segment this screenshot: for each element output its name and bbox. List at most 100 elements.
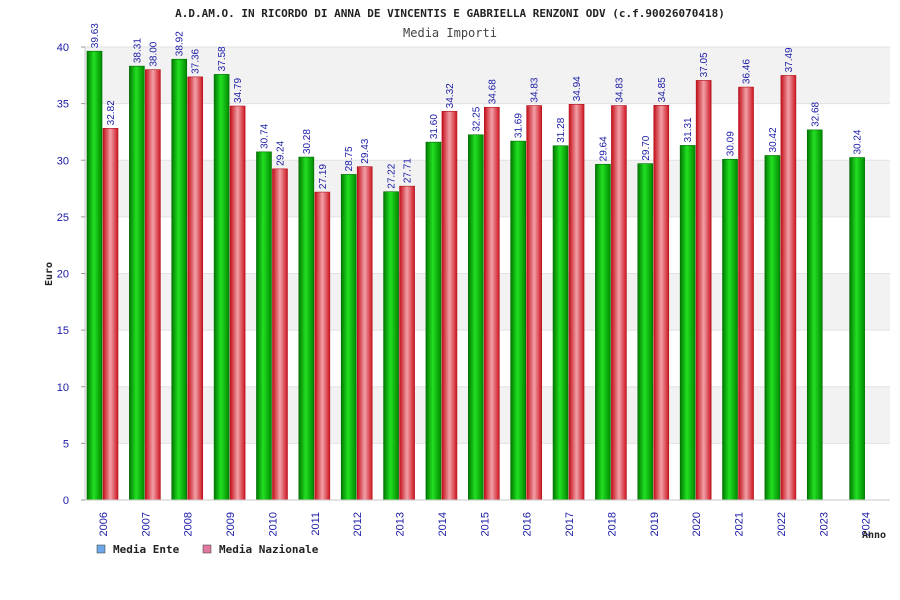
bar-media-nazionale-2008 [187, 76, 204, 501]
value-label-media-nazionale-2009: 34.79 [233, 78, 244, 103]
y-axis-label: Euro [44, 262, 55, 286]
bar-media-nazionale-2015 [484, 106, 500, 501]
x-tick-label-2013: 2013 [395, 512, 407, 536]
bar-media-ente-2014 [425, 141, 442, 501]
value-label-media-ente-2018: 29.64 [598, 136, 609, 161]
bar-media-nazionale-2012 [356, 166, 373, 501]
bar-media-ente-2022 [764, 155, 781, 501]
x-tick-label-2021: 2021 [734, 512, 746, 536]
x-tick-label-2024: 2024 [861, 512, 873, 536]
value-label-media-nazionale-2022: 37.49 [784, 47, 795, 72]
value-label-media-nazionale-2013: 27.71 [403, 158, 414, 183]
y-tick-label: 35 [57, 99, 69, 111]
bar-media-nazionale-2016 [526, 105, 542, 501]
value-label-media-nazionale-2015: 34.68 [487, 79, 498, 104]
bar-media-ente-2006 [86, 50, 103, 501]
y-ticks: 0 5 10 15 20 25 30 35 40 [57, 42, 85, 507]
bar-media-ente-2017 [552, 145, 569, 501]
legend-label-media-nazionale: Media Nazionale [219, 543, 319, 556]
y-tick-label: 0 [63, 495, 69, 507]
x-tick-label-2023: 2023 [818, 512, 830, 536]
value-label-media-nazionale-2006: 32.82 [106, 100, 117, 125]
bar-media-ente-2021 [722, 158, 738, 501]
x-tick-label-2017: 2017 [564, 512, 576, 536]
value-label-media-nazionale-2014: 34.32 [445, 83, 456, 108]
legend-swatch-media-nazionale [202, 544, 212, 554]
x-tick-label-2014: 2014 [437, 512, 449, 536]
legend-swatch-media-ente [96, 544, 106, 554]
bar-media-nazionale-2006 [102, 128, 119, 501]
x-tick-label-2006: 2006 [98, 512, 110, 536]
y-tick-label: 15 [57, 325, 69, 337]
value-label-media-nazionale-2021: 36.46 [742, 59, 753, 84]
bar-media-ente-2007 [129, 65, 145, 501]
x-tick-label-2016: 2016 [522, 512, 534, 536]
bar-media-nazionale-2017 [568, 104, 585, 501]
value-label-media-ente-2010: 30.74 [259, 123, 270, 148]
x-tick-label-2015: 2015 [479, 512, 491, 536]
value-label-media-nazionale-2020: 37.05 [699, 52, 710, 77]
bar-media-ente-2020 [679, 145, 696, 501]
value-label-media-ente-2019: 29.70 [641, 135, 652, 160]
y-tick-label: 25 [57, 212, 69, 224]
bar-media-nazionale-2007 [145, 69, 161, 501]
value-label-media-ente-2022: 30.42 [768, 127, 779, 152]
bar-media-ente-2018 [595, 164, 611, 501]
x-tick-label-2007: 2007 [140, 512, 152, 536]
value-label-media-ente-2011: 30.28 [302, 129, 313, 154]
bar-media-ente-2008 [171, 58, 188, 501]
bar-media-ente-2012 [340, 174, 357, 501]
x-tick-label-2009: 2009 [225, 512, 237, 536]
value-label-media-ente-2016: 31.69 [514, 113, 525, 138]
y-tick-label: 30 [57, 155, 69, 167]
value-label-media-ente-2009: 37.58 [217, 46, 228, 71]
value-label-media-ente-2007: 38.31 [132, 38, 143, 63]
chart-subtitle: Media Importi [403, 26, 497, 40]
value-labels: 39.63 32.82 38.31 38.00 38.92 37.36 37.58 34.79… [90, 23, 864, 189]
bar-media-ente-2009 [213, 74, 230, 501]
x-tick-label-2019: 2019 [649, 512, 661, 536]
bar-media-ente-2015 [468, 134, 484, 501]
x-axis-label: Anno [862, 530, 886, 541]
value-label-media-ente-2015: 32.25 [471, 106, 482, 131]
bar-media-ente-2016 [510, 140, 526, 501]
bar-media-ente-2023 [806, 129, 823, 501]
bar-media-nazionale-2009 [229, 105, 246, 501]
value-label-media-ente-2017: 31.28 [556, 117, 567, 142]
x-tick-label-2012: 2012 [352, 512, 364, 536]
legend: Media Ente Media Nazionale [96, 543, 319, 556]
bar-media-nazionale-2013 [399, 185, 415, 501]
value-label-media-nazionale-2010: 29.24 [275, 140, 286, 165]
bar-media-nazionale-2020 [695, 80, 712, 501]
y-tick-label: 10 [57, 382, 69, 394]
bar-media-nazionale-2014 [441, 111, 458, 501]
value-label-media-ente-2024: 30.24 [853, 129, 864, 154]
x-tick-label-2020: 2020 [691, 512, 703, 536]
y-tick-label: 20 [57, 269, 69, 281]
x-tick-label-2022: 2022 [776, 512, 788, 536]
value-label-media-ente-2012: 28.75 [344, 146, 355, 171]
bar-media-nazionale-2022 [780, 75, 797, 501]
y-tick-label: 40 [57, 42, 69, 54]
value-label-media-nazionale-2011: 27.19 [318, 164, 329, 189]
value-label-media-nazionale-2008: 37.36 [191, 48, 202, 73]
value-label-media-ente-2021: 30.09 [726, 131, 737, 156]
bar-media-nazionale-2021 [738, 86, 754, 501]
bar-media-nazionale-2018 [611, 105, 627, 501]
chart-title: A.D.AM.O. IN RICORDO DI ANNA DE VINCENTI… [175, 7, 725, 20]
value-label-media-ente-2013: 27.22 [387, 163, 398, 188]
legend-item-media-ente: Media Ente [96, 543, 180, 556]
legend-label-media-ente: Media Ente [113, 543, 180, 556]
bars-group [86, 50, 865, 501]
value-label-media-ente-2020: 31.31 [683, 117, 694, 142]
value-label-media-nazionale-2018: 34.83 [614, 77, 625, 102]
value-label-media-ente-2008: 38.92 [175, 31, 186, 56]
x-tick-label-2018: 2018 [606, 512, 618, 536]
x-ticks: 2006 2007 2008 2009 2010 2011 2012 2013 2014 2015… [98, 512, 873, 536]
bar-media-ente-2010 [256, 151, 272, 501]
value-label-media-nazionale-2019: 34.85 [657, 77, 668, 102]
value-label-media-ente-2023: 32.68 [810, 101, 821, 126]
value-label-media-nazionale-2017: 34.94 [572, 76, 583, 101]
value-label-media-nazionale-2016: 34.83 [530, 77, 541, 102]
bar-media-ente-2011 [298, 156, 315, 501]
